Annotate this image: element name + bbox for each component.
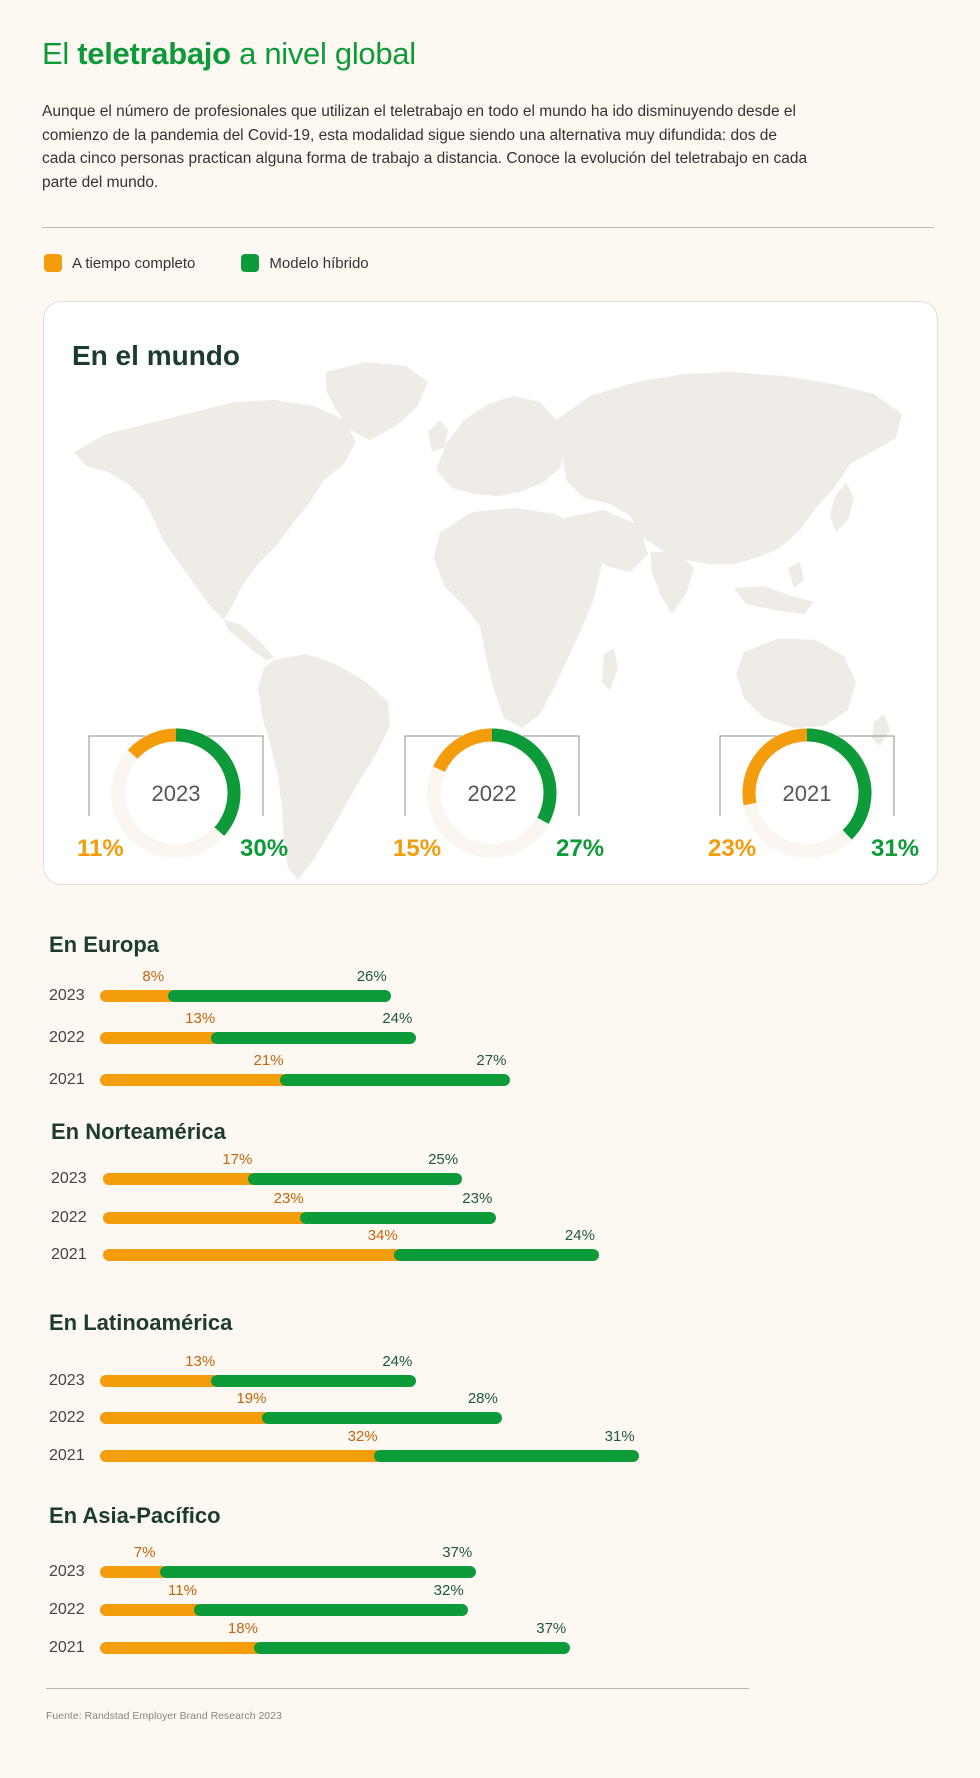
bar-label-full-time: 23% <box>273 1190 304 1207</box>
bar-segment-full-time <box>100 1074 288 1086</box>
bar-segment-full-time <box>103 1249 402 1261</box>
donut-segment-full-time <box>742 728 808 806</box>
legend-swatch-hybrid <box>241 254 260 272</box>
top-divider <box>42 227 934 228</box>
world-card: En el mundo 2023 11% 30% 2022 15% 27% 2021 23% 3… <box>43 301 938 885</box>
bar-segment-full-time <box>100 1412 271 1424</box>
donut-value-hybrid: 31% <box>871 835 919 862</box>
bar-segment-full-time <box>100 1566 168 1578</box>
bar-year-label: 2022 <box>49 1409 85 1426</box>
bar-segment-full-time <box>100 1375 220 1387</box>
legend: A tiempo completo Modelo híbrido <box>44 254 415 272</box>
bar-label-hybrid: 25% <box>428 1151 459 1168</box>
bar-segment-hybrid <box>253 1642 571 1654</box>
bar-segment-hybrid <box>211 1375 417 1387</box>
bar-segment-full-time <box>100 1604 203 1616</box>
bar-year-label: 2022 <box>51 1209 87 1226</box>
donut-value-full-time: 23% <box>708 835 756 862</box>
bar-segment-hybrid <box>393 1249 599 1261</box>
donut-segment-full-time <box>433 728 493 773</box>
bar-label-full-time: 7% <box>133 1544 156 1561</box>
bar-label-hybrid: 37% <box>536 1620 567 1637</box>
bar-label-hybrid: 23% <box>462 1190 493 1207</box>
title-prefix: El <box>42 36 78 71</box>
world-map <box>74 362 902 880</box>
bar-year-label: 2021 <box>49 1447 85 1464</box>
bar-year-label: 2023 <box>49 987 85 1004</box>
region-title: En Europa <box>49 932 160 957</box>
donut-year-label: 2023 <box>152 781 201 806</box>
bar-year-label: 2021 <box>51 1246 87 1263</box>
donut-segment-hybrid <box>175 728 241 836</box>
bar-label-hybrid: 31% <box>604 1428 635 1445</box>
title-suffix: a nivel global <box>230 36 416 71</box>
bar-segment-hybrid <box>248 1173 463 1185</box>
bar-year-label: 2022 <box>49 1029 85 1046</box>
bar-segment-hybrid <box>159 1566 477 1578</box>
bar-label-full-time: 19% <box>236 1390 267 1407</box>
bar-label-full-time: 17% <box>222 1151 253 1168</box>
bar-label-full-time: 13% <box>185 1010 216 1027</box>
bar-label-full-time: 8% <box>142 968 165 985</box>
donut-year-label: 2021 <box>783 781 832 806</box>
bar-label-full-time: 34% <box>367 1227 398 1244</box>
bar-label-full-time: 11% <box>168 1582 197 1599</box>
bar-year-label: 2021 <box>49 1639 85 1656</box>
bar-label-hybrid: 28% <box>467 1390 498 1407</box>
bar-segment-hybrid <box>299 1212 497 1224</box>
region-title: En Norteamérica <box>51 1119 226 1144</box>
bar-label-hybrid: 24% <box>382 1010 413 1027</box>
legend-label-hybrid: Modelo híbrido <box>269 254 369 272</box>
bar-segment-full-time <box>100 1450 382 1462</box>
legend-swatch-full-time <box>44 254 62 272</box>
world-title: En el mundo <box>72 340 240 371</box>
bar-label-hybrid: 24% <box>382 1353 413 1370</box>
bar-segment-hybrid <box>373 1450 639 1462</box>
bar-segment-hybrid <box>279 1074 511 1086</box>
bar-segment-full-time <box>103 1173 257 1185</box>
bar-label-full-time: 32% <box>347 1428 378 1445</box>
legend-label-full-time: A tiempo completo <box>72 254 196 272</box>
bar-year-label: 2023 <box>51 1170 87 1187</box>
bar-label-hybrid: 27% <box>476 1052 507 1069</box>
bar-segment-hybrid <box>262 1412 502 1424</box>
bar-label-hybrid: 24% <box>564 1227 595 1244</box>
bar-segment-full-time <box>100 1032 220 1044</box>
source-note: Fuente: Randstad Employer Brand Research… <box>46 1710 282 1722</box>
bar-label-hybrid: 37% <box>442 1544 473 1561</box>
bar-label-full-time: 18% <box>227 1620 258 1637</box>
bar-segment-hybrid <box>211 1032 417 1044</box>
title-highlight: teletrabajo <box>77 36 231 71</box>
bar-label-hybrid: 32% <box>433 1582 464 1599</box>
donut-segment-hybrid <box>491 728 557 824</box>
bar-segment-full-time <box>103 1212 308 1224</box>
region-title: En Asia-Pacífico <box>49 1503 221 1528</box>
legend-item-full-time: A tiempo completo <box>44 254 195 272</box>
bar-year-label: 2023 <box>49 1563 85 1580</box>
bar-segment-hybrid <box>168 990 391 1002</box>
intro-text: Aunque el número de profesionales que ut… <box>42 103 808 191</box>
bar-year-label: 2022 <box>49 1601 85 1618</box>
donut-value-full-time: 15% <box>393 835 441 862</box>
bottom-divider <box>46 1688 749 1689</box>
donut-segment-hybrid <box>806 728 872 840</box>
donut-segment-full-time <box>127 728 177 759</box>
region-title: En Latinoamérica <box>49 1310 233 1335</box>
bar-year-label: 2021 <box>49 1071 85 1088</box>
donut-value-hybrid: 30% <box>240 835 288 862</box>
donut-value-hybrid: 27% <box>556 835 604 862</box>
page-title: El teletrabajo a nivel global <box>42 36 416 72</box>
bar-segment-full-time <box>100 1642 262 1654</box>
bar-segment-full-time <box>100 990 177 1002</box>
donut-value-full-time: 11% <box>77 835 124 862</box>
world-donut-charts: 2023 11% 30% 2022 15% 27% 2021 23% 31% <box>77 728 919 862</box>
bar-segment-hybrid <box>194 1604 468 1616</box>
bar-label-full-time: 21% <box>253 1052 284 1069</box>
bar-label-full-time: 13% <box>185 1353 216 1370</box>
legend-item-hybrid: Modelo híbrido <box>241 254 369 272</box>
donut-year-label: 2022 <box>468 781 517 806</box>
bar-year-label: 2023 <box>49 1372 85 1389</box>
bar-label-hybrid: 26% <box>356 968 387 985</box>
